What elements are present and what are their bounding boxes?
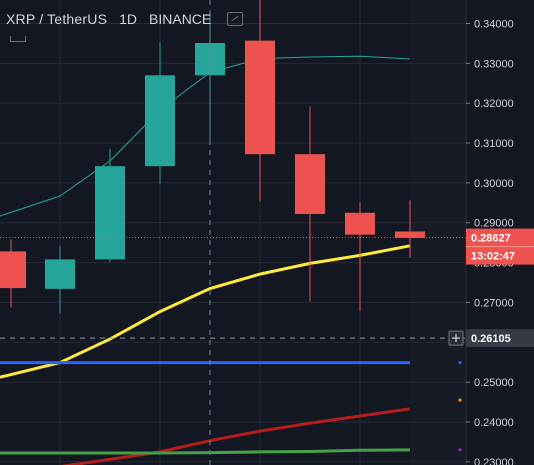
candle-body: [345, 212, 375, 235]
axis-tick-label: 0.31000: [474, 138, 514, 150]
candle-body: [95, 166, 125, 260]
axis-tick-label: 0.25000: [474, 377, 514, 389]
last-price-badge: [466, 228, 534, 265]
ma-green-line: [0, 448, 411, 455]
axis-tick-label: 0.23000: [474, 457, 514, 465]
ma-yellow-line: [0, 244, 411, 379]
candle-body: [145, 75, 175, 167]
candle-body: [245, 40, 275, 155]
collapse-legend-icon[interactable]: [10, 36, 26, 42]
candle-body: [0, 251, 26, 289]
crosshair-price-badge: [466, 329, 534, 348]
candle-body: [295, 154, 325, 214]
moving-averages: [0, 55, 411, 465]
axis-tick-label: 0.29000: [474, 218, 514, 230]
hide-eye-icon[interactable]: [227, 12, 244, 26]
axis-tick-label: 0.30000: [474, 178, 514, 190]
candle-body: [195, 43, 225, 76]
symbol-label: XRP / TetherUS: [6, 11, 108, 27]
countdown-label: 13:02:47: [471, 251, 515, 263]
crosshair-price-label: 0.26105: [471, 333, 511, 345]
axis-tick-label: 0.27000: [474, 297, 514, 309]
axis-tick-label: 0.32000: [474, 98, 514, 110]
exchange-label: BINANCE: [149, 11, 212, 27]
grid-lines: [0, 0, 466, 465]
overlays: [0, 0, 466, 465]
ma-red-line: [60, 407, 411, 465]
series-marker-dot: [458, 448, 462, 452]
ma-teal-line: [0, 55, 411, 217]
series-marker-dot: [458, 360, 462, 365]
add-plus-icon[interactable]: [448, 330, 464, 346]
axis-tick-label: 0.34000: [474, 19, 514, 31]
axis-tick-label: 0.33000: [474, 58, 514, 70]
chart-legend-header: XRP / TetherUS 1D BINANCE: [6, 11, 244, 27]
candles: [0, 0, 425, 314]
price-axis[interactable]: 0.34000 0.33000 0.32000 0.31000 0.30000 0.290…: [448, 0, 534, 465]
timeframe-label[interactable]: 1D: [119, 11, 138, 27]
candle-body: [45, 259, 75, 289]
series-marker-dot: [458, 398, 462, 402]
last-price-label: 0.28627: [471, 233, 511, 245]
axis-tick-label: 0.24000: [474, 417, 514, 429]
candle-body: [395, 231, 425, 238]
